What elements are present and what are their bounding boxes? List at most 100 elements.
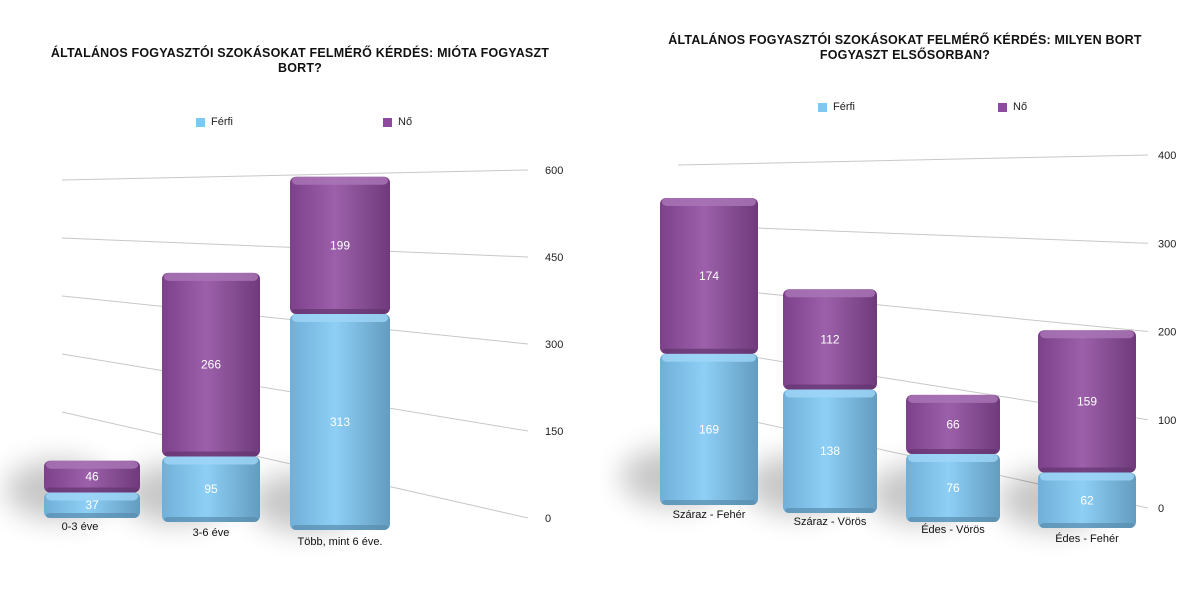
legend-item-no: Nő [998,101,1027,113]
bar-bottom-edge [1040,467,1134,473]
bar-bottom-edge [46,513,138,518]
chart-panel-duration: ÁLTALÁNOS FOGYASZTÓI SZOKÁSOKAT FELMÉRŐ … [5,46,563,548]
plot-area: 0 150 300 450 600 37 46 0-3 éve 95 266 3-6 éve 313 1… [5,165,563,548]
data-label: 46 [85,470,99,484]
legend-swatch-ferfi [196,117,205,127]
data-label: 37 [85,498,99,512]
y-tick-label: 300 [1158,238,1176,250]
bar-segment-ferfi: 138 [783,389,877,513]
bar-bottom-edge [785,508,875,513]
y-tick-label: 150 [545,426,563,438]
bar-bottom-edge [164,517,258,522]
data-label: 76 [946,481,960,495]
bar-body [783,389,877,513]
bar-body [162,456,260,522]
bar-segment-no: 174 [660,198,758,354]
gridline [677,154,1149,166]
bar-bottom-edge [662,500,756,505]
data-label: 266 [201,358,221,372]
bar-body [290,314,390,530]
bar-top-face [292,176,388,185]
bar-segment-no: 159 [1038,330,1136,473]
category-label: 0-3 éve [62,521,99,533]
bar-top-face [662,198,756,207]
data-label: 169 [699,422,719,436]
y-tick-label: 450 [545,252,563,264]
bar-segment-ferfi: 95 [162,456,260,522]
bar-bottom-edge [46,487,138,493]
bar-top-face [46,460,138,469]
y-tick-label: 600 [545,165,563,177]
bar-body [290,176,390,315]
bar-bottom-edge [1040,523,1134,528]
data-label: 199 [330,238,350,252]
bar-segment-ferfi: 169 [660,353,758,505]
bar-bottom-edge [292,525,388,530]
bar-top-face [292,314,388,323]
bar-top-face [908,453,998,462]
legend-item-no: Nő [383,116,412,128]
bar-body [162,272,260,457]
bar-bottom-edge [908,448,998,454]
y-tick-label: 0 [545,513,551,525]
y-tick-label: 400 [1158,150,1176,162]
bar-segment-no: 112 [783,289,877,390]
bar-top-face [46,492,138,501]
data-label: 112 [820,332,839,346]
legend-swatch-no [383,117,392,127]
y-tick-label: 0 [1158,503,1164,515]
bar-top-face [908,394,998,403]
y-tick-label: 200 [1158,327,1176,339]
legend-label-no: Nő [1013,101,1028,113]
bar-bottom-edge [662,348,756,354]
bar-top-face [164,456,258,465]
bar-segment-no: 266 [162,272,260,457]
plot-area: 0 100 200 300 400 169 174 Száraz - Fehér 138 112 S… [620,150,1176,545]
legend-label-ferfi: Férfi [833,101,855,113]
bar-bottom-edge [292,309,388,315]
legend-swatch-no [998,102,1007,112]
data-label: 66 [946,417,960,431]
data-label: 95 [204,482,218,496]
bar-segment-no: 46 [44,460,140,493]
bar-top-face [785,289,875,298]
bar-body [783,289,877,390]
bar-segment-ferfi: 76 [906,453,1000,522]
legend-item-ferfi: Férfi [818,101,855,113]
bar-segment-no: 199 [290,176,390,315]
bar-body [906,453,1000,522]
bar-segment-ferfi: 62 [1038,472,1136,528]
chart-panel-wine-type: ÁLTALÁNOS FOGYASZTÓI SZOKÁSOKAT FELMÉRŐ … [600,0,1200,600]
y-tick-label: 300 [545,339,563,351]
category-label: Több, mint 6 éve. [298,536,383,548]
category-label: Száraz - Fehér [673,509,746,521]
legend-item-ferfi: Férfi [196,116,233,128]
bar-body [660,353,758,505]
bar-bottom-edge [908,517,998,522]
legend-label-ferfi: Férfi [211,116,233,128]
bar-top-face [785,389,875,398]
bar-body [1038,330,1136,473]
chart-title: ÁLTALÁNOS FOGYASZTÓI SZOKÁSOKAT FELMÉRŐ … [668,33,1142,62]
bar-top-face [662,353,756,362]
bar-bottom-edge [164,451,258,457]
category-label: Édes - Vörös [921,523,985,536]
data-label: 313 [330,415,350,429]
category-label: Édes - Fehér [1055,532,1119,545]
bar-segment-ferfi: 313 [290,314,390,530]
bar-top-face [164,272,258,281]
legend-label-no: Nő [398,116,413,128]
bar-body [660,198,758,354]
bar-top-face [1040,472,1134,481]
category-label: Száraz - Vörös [794,516,867,528]
bar-segment-ferfi: 37 [44,492,140,518]
bar-top-face [1040,330,1134,339]
chart-title: ÁLTALÁNOS FOGYASZTÓI SZOKÁSOKAT FELMÉRŐ … [50,46,550,75]
legend-swatch-ferfi [818,102,827,112]
gridline [61,169,529,181]
y-tick-label: 100 [1158,415,1176,427]
data-label: 159 [1077,394,1097,408]
data-label: 62 [1080,493,1094,507]
data-label: 138 [820,444,840,458]
bar-body [1038,472,1136,528]
